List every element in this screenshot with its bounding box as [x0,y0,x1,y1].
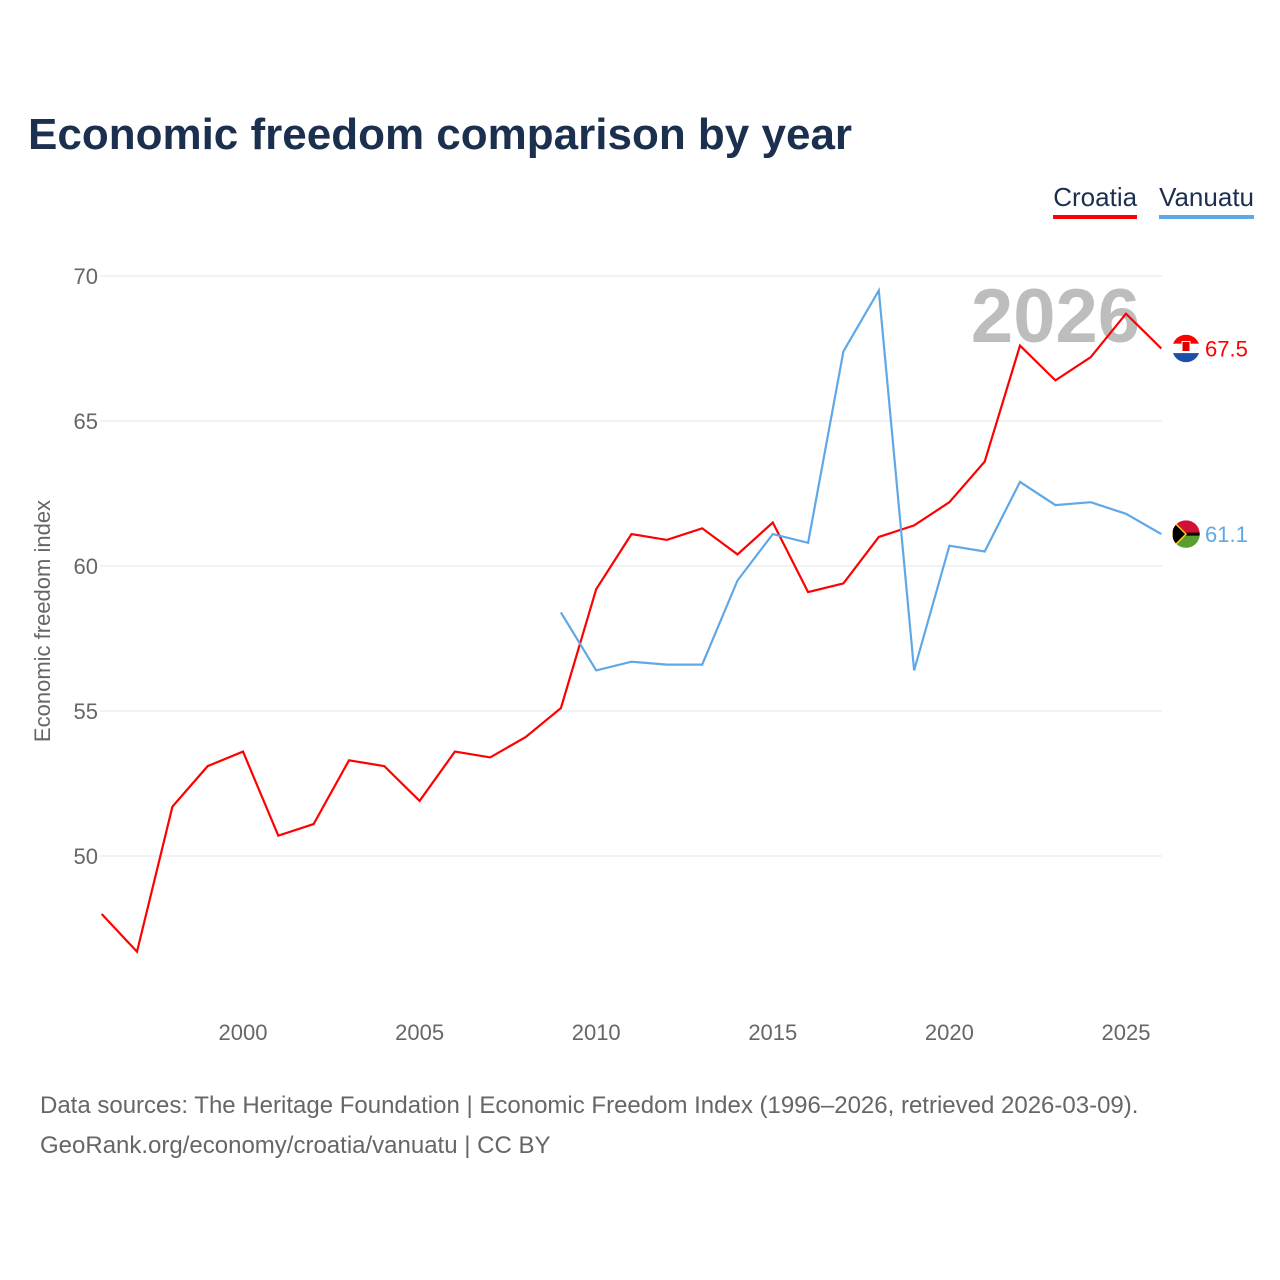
x-tick-label: 2015 [748,1020,797,1045]
y-axis-label: Economic freedom index [30,500,55,742]
x-tick-label: 2005 [395,1020,444,1045]
end-value-label-croatia: 67.5 [1205,337,1248,362]
year-watermark: 2026 [971,274,1140,359]
y-tick-label: 50 [74,844,98,869]
x-tick-label: 2020 [925,1020,974,1045]
footer: Data sources: The Heritage Foundation | … [40,1086,1138,1166]
chart-title: Economic freedom comparison by year [28,110,853,159]
source-text: Data sources: The Heritage Foundation | … [40,1092,1139,1119]
croatia-flag-icon [1172,353,1200,363]
url-text: GeoRank.org/economy/croatia/vanuatu | CC… [40,1132,551,1159]
vanuatu-flag-icon [1172,520,1188,549]
croatia-flag-icon [1172,334,1200,344]
y-tick-label: 55 [74,699,98,724]
legend-croatia[interactable]: Croatia [1053,182,1138,219]
x-tick-label: 2010 [572,1020,621,1045]
y-tick-label: 60 [74,554,98,579]
y-tick-label: 70 [74,264,98,289]
legend: Croatia Vanuatu [1053,182,1254,219]
end-value-label-vanuatu: 61.1 [1205,522,1248,547]
x-tick-label: 2025 [1102,1020,1151,1045]
flag-border [1171,519,1201,549]
flag-border [1171,334,1201,363]
series-line-vanuatu [559,286,1162,672]
y-tick-label: 65 [74,409,98,434]
series-line-croatia [100,312,1163,954]
x-tick-label: 2000 [219,1020,268,1045]
legend-vanuatu[interactable]: Vanuatu [1159,182,1254,219]
croatia-flag-icon [1181,341,1191,352]
